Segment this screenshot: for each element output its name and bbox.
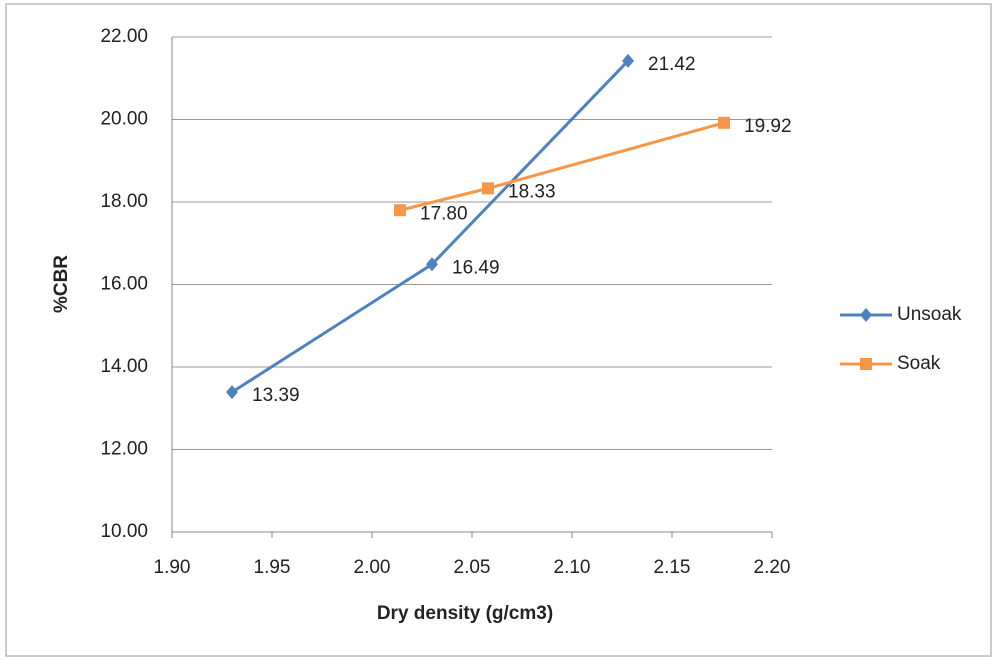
y-tick-label: 20.00 [100,109,148,130]
y-tick-label: 14.00 [100,356,148,377]
data-label: 18.33 [508,181,556,202]
y-tick-label: 12.00 [100,439,148,460]
marker [860,358,872,370]
x-tick-label: 1.90 [154,557,191,578]
marker [426,257,438,272]
x-tick-label: 2.00 [354,557,391,578]
marker [394,204,406,217]
x-tick-label: 2.20 [754,557,791,578]
data-label: 16.49 [452,257,500,278]
y-tick-label: 10.00 [100,521,148,542]
y-axis-title: %CBR [51,255,72,313]
x-tick-label: 2.15 [654,557,691,578]
marker [622,53,634,68]
x-tick-label: 1.95 [254,557,291,578]
y-tick-label: 22.00 [100,26,148,47]
data-label: 17.80 [420,203,468,224]
data-label: 19.92 [744,116,792,137]
series-line [231,59,630,394]
chart-frame [5,3,992,657]
legend-label: Soak [897,353,941,374]
x-axis-title: Dry density (g/cm3) [377,603,553,624]
marker [226,385,238,400]
data-label: 13.39 [252,385,300,406]
x-tick-label: 2.05 [454,557,491,578]
marker [860,308,872,322]
legend-label: Unsoak [897,304,962,325]
y-tick-label: 16.00 [100,274,148,295]
data-label: 21.42 [648,54,696,75]
x-tick-label: 2.10 [554,557,591,578]
y-tick-label: 18.00 [100,191,148,212]
series-line [399,121,725,212]
marker [482,182,494,195]
marker [718,116,730,129]
